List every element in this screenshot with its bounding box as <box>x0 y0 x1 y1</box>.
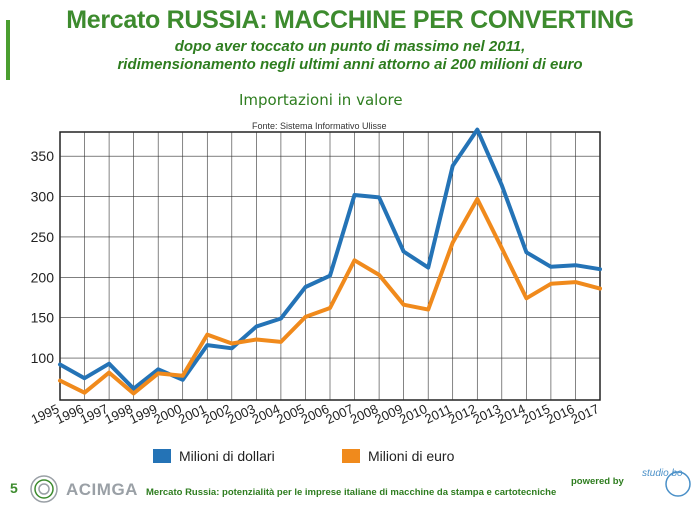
slide-subtitle-line1: dopo aver toccato un punto di massimo ne… <box>174 38 526 55</box>
legend-label-euro: Milioni di euro <box>368 448 455 464</box>
chart-source: Fonte: Sistema Informativo Ulisse <box>252 121 387 131</box>
y-tick-label: 350 <box>31 148 55 164</box>
y-tick-label: 250 <box>31 229 55 245</box>
legend-swatch-dollars <box>153 449 171 463</box>
y-tick-label: 100 <box>31 350 55 366</box>
legend-item-dollars: Milioni di dollari <box>153 448 275 464</box>
series-line-euro <box>58 197 602 396</box>
slide-title: Mercato RUSSIA: MACCHINE PER CONVERTING <box>66 6 634 34</box>
acimga-logo-icon <box>30 475 58 503</box>
powered-by-label: powered by <box>571 476 624 487</box>
y-tick-label: 300 <box>31 189 55 205</box>
acimga-logo-text: ACIMGA <box>66 480 138 499</box>
legend-swatch-euro <box>342 449 360 463</box>
legend-item-euro: Milioni di euro <box>342 448 454 464</box>
y-tick-label: 200 <box>31 269 55 285</box>
x-tick-label: 2017 <box>569 401 602 427</box>
legend-label-dollars: Milioni di dollari <box>179 448 275 464</box>
slide-subtitle-line2: ridimensionamento negli ultimi anni atto… <box>117 56 583 73</box>
series-line-dollars <box>58 127 602 391</box>
y-tick-label: 150 <box>31 310 55 326</box>
studio-bo-logo-icon <box>665 471 691 497</box>
page-number: 5 <box>10 480 18 496</box>
studio-bo-logo-text: studio bo <box>642 468 683 479</box>
accent-bar <box>6 20 10 80</box>
chart-title: Importazioni in valore <box>239 91 403 109</box>
footer-text: Mercato Russia: potenzialità per le impr… <box>146 487 557 498</box>
